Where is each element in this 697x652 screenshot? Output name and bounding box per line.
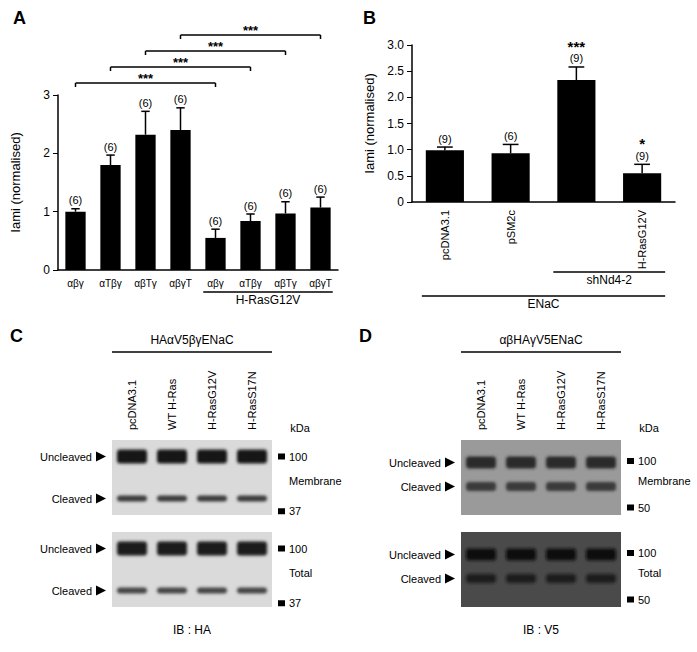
svg-text:Membrane: Membrane xyxy=(289,475,342,487)
svg-text:100: 100 xyxy=(638,547,656,559)
svg-text:Uncleaved: Uncleaved xyxy=(389,549,441,561)
svg-text:***: *** xyxy=(568,38,586,55)
svg-text:Cleaved: Cleaved xyxy=(401,573,441,585)
svg-text:αβγT: αβγT xyxy=(309,278,332,289)
svg-text:kDa: kDa xyxy=(290,422,310,434)
svg-text:Cleaved: Cleaved xyxy=(52,585,92,597)
svg-text:(6): (6) xyxy=(174,93,187,105)
svg-text:(6): (6) xyxy=(279,187,292,199)
svg-text:H-RasG12V: H-RasG12V xyxy=(555,370,567,430)
svg-text:37: 37 xyxy=(289,505,301,517)
svg-text:WT H-Ras: WT H-Ras xyxy=(515,378,527,430)
svg-text:Cleaved: Cleaved xyxy=(401,481,441,493)
svg-text:αTβγ: αTβγ xyxy=(239,278,262,289)
svg-text:HAαV5βγENaC: HAαV5βγENaC xyxy=(150,333,234,347)
svg-text:H-RasS17N: H-RasS17N xyxy=(246,371,258,430)
svg-text:H-RasG12V: H-RasG12V xyxy=(636,209,648,269)
svg-text:αβHAγV5ENaC: αβHAγV5ENaC xyxy=(499,333,583,347)
svg-text:(6): (6) xyxy=(314,183,327,195)
svg-text:αβγ: αβγ xyxy=(67,278,84,289)
svg-text:***: *** xyxy=(208,39,224,54)
svg-text:***: *** xyxy=(173,55,189,70)
svg-text:0: 0 xyxy=(397,195,404,209)
svg-text:0.5: 0.5 xyxy=(387,169,404,183)
svg-text:shNd4-2: shNd4-2 xyxy=(587,273,633,287)
svg-text:37: 37 xyxy=(289,597,301,609)
svg-text:*: * xyxy=(639,135,645,152)
svg-text:50: 50 xyxy=(638,594,650,606)
svg-text:A: A xyxy=(13,8,26,28)
svg-text:pcDNA3.1: pcDNA3.1 xyxy=(439,210,451,260)
svg-text:WT H-Ras: WT H-Ras xyxy=(166,378,178,430)
svg-text:2.5: 2.5 xyxy=(387,64,404,78)
svg-text:100: 100 xyxy=(289,543,307,555)
svg-text:Membrane: Membrane xyxy=(638,475,691,487)
svg-text:Iami (normalised): Iami (normalised) xyxy=(362,73,377,173)
svg-text:C: C xyxy=(10,326,23,346)
svg-text:H-RasG12V: H-RasG12V xyxy=(236,293,301,307)
svg-text:B: B xyxy=(363,8,376,28)
svg-text:(6): (6) xyxy=(139,97,152,109)
svg-text:Uncleaved: Uncleaved xyxy=(389,457,441,469)
svg-text:1: 1 xyxy=(43,205,50,219)
svg-text:pcDNA3.1: pcDNA3.1 xyxy=(475,380,487,430)
svg-text:Uncleaved: Uncleaved xyxy=(40,451,92,463)
svg-text:***: *** xyxy=(243,23,259,38)
svg-text:(6): (6) xyxy=(244,200,257,212)
svg-text:2.0: 2.0 xyxy=(387,90,404,104)
svg-text:100: 100 xyxy=(289,451,307,463)
svg-text:IB : V5: IB : V5 xyxy=(523,623,559,637)
svg-text:ENaC: ENaC xyxy=(527,297,559,311)
svg-text:(6): (6) xyxy=(504,130,517,142)
svg-text:αβTγ: αβTγ xyxy=(274,278,297,289)
svg-text:Total: Total xyxy=(289,567,312,579)
svg-text:(6): (6) xyxy=(104,141,117,153)
svg-text:kDa: kDa xyxy=(639,422,659,434)
svg-text:100: 100 xyxy=(638,455,656,467)
svg-text:(6): (6) xyxy=(69,194,82,206)
svg-text:(9): (9) xyxy=(569,52,584,65)
svg-text:Total: Total xyxy=(638,567,661,579)
svg-text:Cleaved: Cleaved xyxy=(52,493,92,505)
svg-text:(9): (9) xyxy=(438,133,451,145)
svg-text:αβTγ: αβTγ xyxy=(134,278,157,289)
svg-text:D: D xyxy=(359,326,372,346)
svg-text:H-RasS17N: H-RasS17N xyxy=(595,371,607,430)
svg-text:50: 50 xyxy=(638,502,650,514)
svg-text:Uncleaved: Uncleaved xyxy=(40,543,92,555)
svg-text:Iami (normalised): Iami (normalised) xyxy=(8,132,23,232)
svg-text:H-RasG12V: H-RasG12V xyxy=(206,370,218,430)
svg-text:pSM2c: pSM2c xyxy=(505,210,517,245)
svg-text:pcDNA3.1: pcDNA3.1 xyxy=(126,380,138,430)
svg-text:1.0: 1.0 xyxy=(387,143,404,157)
svg-text:IB : HA: IB : HA xyxy=(173,623,211,637)
svg-text:αβγ: αβγ xyxy=(207,278,224,289)
svg-text:(9): (9) xyxy=(635,149,649,162)
svg-text:0: 0 xyxy=(43,263,50,277)
svg-text:3.0: 3.0 xyxy=(387,38,404,52)
svg-text:αTβγ: αTβγ xyxy=(99,278,122,289)
svg-text:***: *** xyxy=(138,71,154,86)
svg-text:αβγT: αβγT xyxy=(169,278,192,289)
svg-text:(6): (6) xyxy=(209,215,222,227)
svg-text:2: 2 xyxy=(43,146,50,160)
svg-text:3: 3 xyxy=(43,88,50,102)
svg-text:1.5: 1.5 xyxy=(387,117,404,131)
